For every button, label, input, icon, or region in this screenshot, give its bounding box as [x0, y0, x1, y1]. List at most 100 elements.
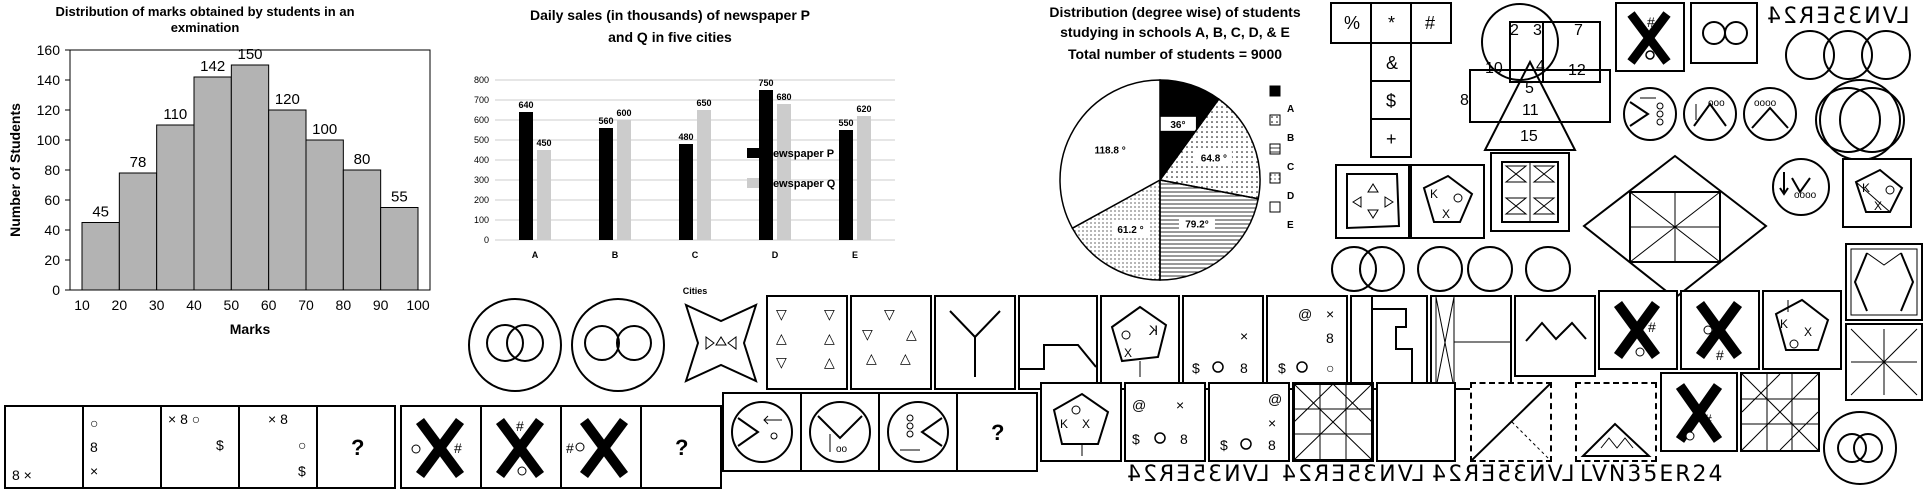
legend-swatch	[1269, 85, 1281, 97]
mesh-box	[1292, 382, 1374, 462]
legend-swatch	[747, 148, 759, 158]
y-tick-label: 120	[37, 102, 61, 118]
y-tick-label: 600	[474, 115, 489, 125]
svg-text:ooo: ooo	[1708, 98, 1725, 109]
svg-text:△: △	[824, 330, 835, 346]
dot-series-d: × 8 ○ $	[238, 405, 318, 489]
svg-text:8: 8	[1240, 360, 1248, 376]
x-tick-label: 90	[373, 297, 389, 313]
bar-value-label: 620	[856, 104, 871, 114]
hourglass-grid-box	[1490, 152, 1570, 232]
question-box-3: ?	[956, 392, 1038, 472]
bar-q	[697, 110, 711, 240]
slice-label: 36°	[1170, 120, 1185, 131]
bar-p	[759, 90, 773, 240]
hist-bar	[342, 169, 382, 291]
bar-q	[617, 120, 631, 240]
svg-text:$: $	[1132, 431, 1140, 447]
bar-value-label: 55	[391, 189, 408, 206]
symbol-cell-plus: +	[1370, 118, 1412, 158]
triangle-symbols-box	[1335, 164, 1410, 239]
legend-swatch	[1269, 201, 1281, 213]
slice-label: 61.2 °	[1117, 225, 1143, 236]
y-tick-label: 80	[44, 162, 60, 178]
y-tick-label: 100	[37, 132, 61, 148]
svg-text:K: K	[1148, 322, 1158, 338]
slice-label-bg	[1159, 116, 1196, 131]
slice-label-bg	[1178, 216, 1215, 231]
bar-value-label: 480	[678, 132, 693, 142]
bar-value-label: 680	[776, 92, 791, 102]
pie-legend-A: A	[1287, 104, 1295, 115]
svg-text:K: K	[1060, 417, 1068, 431]
svg-text:△: △	[776, 330, 787, 346]
svg-text:8: 8	[1268, 437, 1276, 453]
slice-label: 64.8 °	[1201, 154, 1227, 165]
hist-bar	[305, 139, 344, 291]
svg-text:#: #	[454, 440, 462, 456]
svg-text:$: $	[1278, 360, 1286, 376]
histogram-title: Distribution of marks obtained by studen…	[55, 4, 355, 35]
pie-chart-title: Distribution (degree wise) of students s…	[1049, 4, 1301, 40]
svg-text:×: ×	[1268, 415, 1276, 431]
y-axis-label: Number of Students	[7, 103, 23, 237]
histogram-chart: 0 20 40 60 80 100 120 140 160 10 20 30 40 50 60 70 80 90 1…	[7, 42, 431, 337]
dot-series-a: 8 ×	[4, 405, 84, 489]
bar-value-label: 100	[312, 121, 337, 138]
venn-num-10: 10	[1485, 60, 1503, 77]
question-box-2: ?	[640, 405, 722, 489]
symbol-cell-dollar: $	[1370, 80, 1412, 120]
bar-p	[679, 144, 693, 240]
svg-text:@: @	[1132, 397, 1146, 413]
bar-q	[537, 150, 551, 240]
legend-swatch	[1269, 114, 1281, 126]
venn-two-circles-right	[1815, 79, 1905, 161]
symbol-cell-percent: %	[1330, 2, 1372, 44]
pacman-series-b: oo	[800, 392, 880, 472]
svg-text:X: X	[1804, 325, 1812, 339]
svg-text:▽: ▽	[824, 306, 835, 322]
mesh-box-2	[1740, 372, 1820, 452]
x-axis-label: Cities	[683, 286, 708, 296]
bar-value-label: 80	[354, 151, 371, 168]
y-tick-label: 300	[474, 175, 489, 185]
svg-text:#: #	[1716, 347, 1724, 363]
hist-bar	[230, 64, 270, 291]
svg-text:×: ×	[1326, 306, 1334, 322]
bar-p	[839, 130, 853, 240]
svg-text:K: K	[1862, 181, 1870, 195]
pie-legend-C: C	[1287, 162, 1295, 173]
y-tick-label: 140	[37, 72, 61, 88]
svg-text:△: △	[900, 350, 911, 366]
x-tick-label: A	[532, 250, 539, 260]
x-series-c: #	[560, 405, 642, 489]
pacman-circle-2: ooo	[1683, 87, 1737, 141]
cross-grid-box-1	[1845, 323, 1923, 401]
symbol-cell-hash: #	[1410, 2, 1452, 44]
x-series-b: #	[480, 405, 562, 489]
mirror-text-bottom-2: LVN35ER24	[1280, 462, 1425, 487]
x-tick-label: 80	[336, 297, 352, 313]
venn-num-2: 2	[1510, 22, 1519, 39]
pacman-circle-1	[1623, 87, 1677, 141]
pacman-series-c	[878, 392, 958, 472]
venn-num-8: 8	[1460, 92, 1469, 109]
arrow-oooo-circle: oooo	[1772, 158, 1830, 216]
x-tick-label: B	[612, 250, 619, 260]
question-box-1: ?	[316, 405, 396, 489]
x-rect-box	[1430, 295, 1512, 390]
y-tick-label: 160	[37, 42, 61, 58]
x-hash-box-mid2: #	[1680, 290, 1760, 370]
hist-bar	[81, 222, 120, 291]
venn-num-11: 11	[1522, 102, 1539, 119]
symbol-cell-ampersand: &	[1370, 42, 1412, 82]
bar-value-label: 78	[130, 154, 147, 171]
pie-legend-E: E	[1287, 220, 1294, 231]
venn-circle-big-2	[571, 298, 665, 392]
svg-text:▽: ▽	[862, 326, 873, 342]
svg-text:▽: ▽	[776, 306, 787, 322]
bar-p	[599, 128, 613, 240]
dot-series-c: × 8 ○ $	[160, 405, 240, 489]
